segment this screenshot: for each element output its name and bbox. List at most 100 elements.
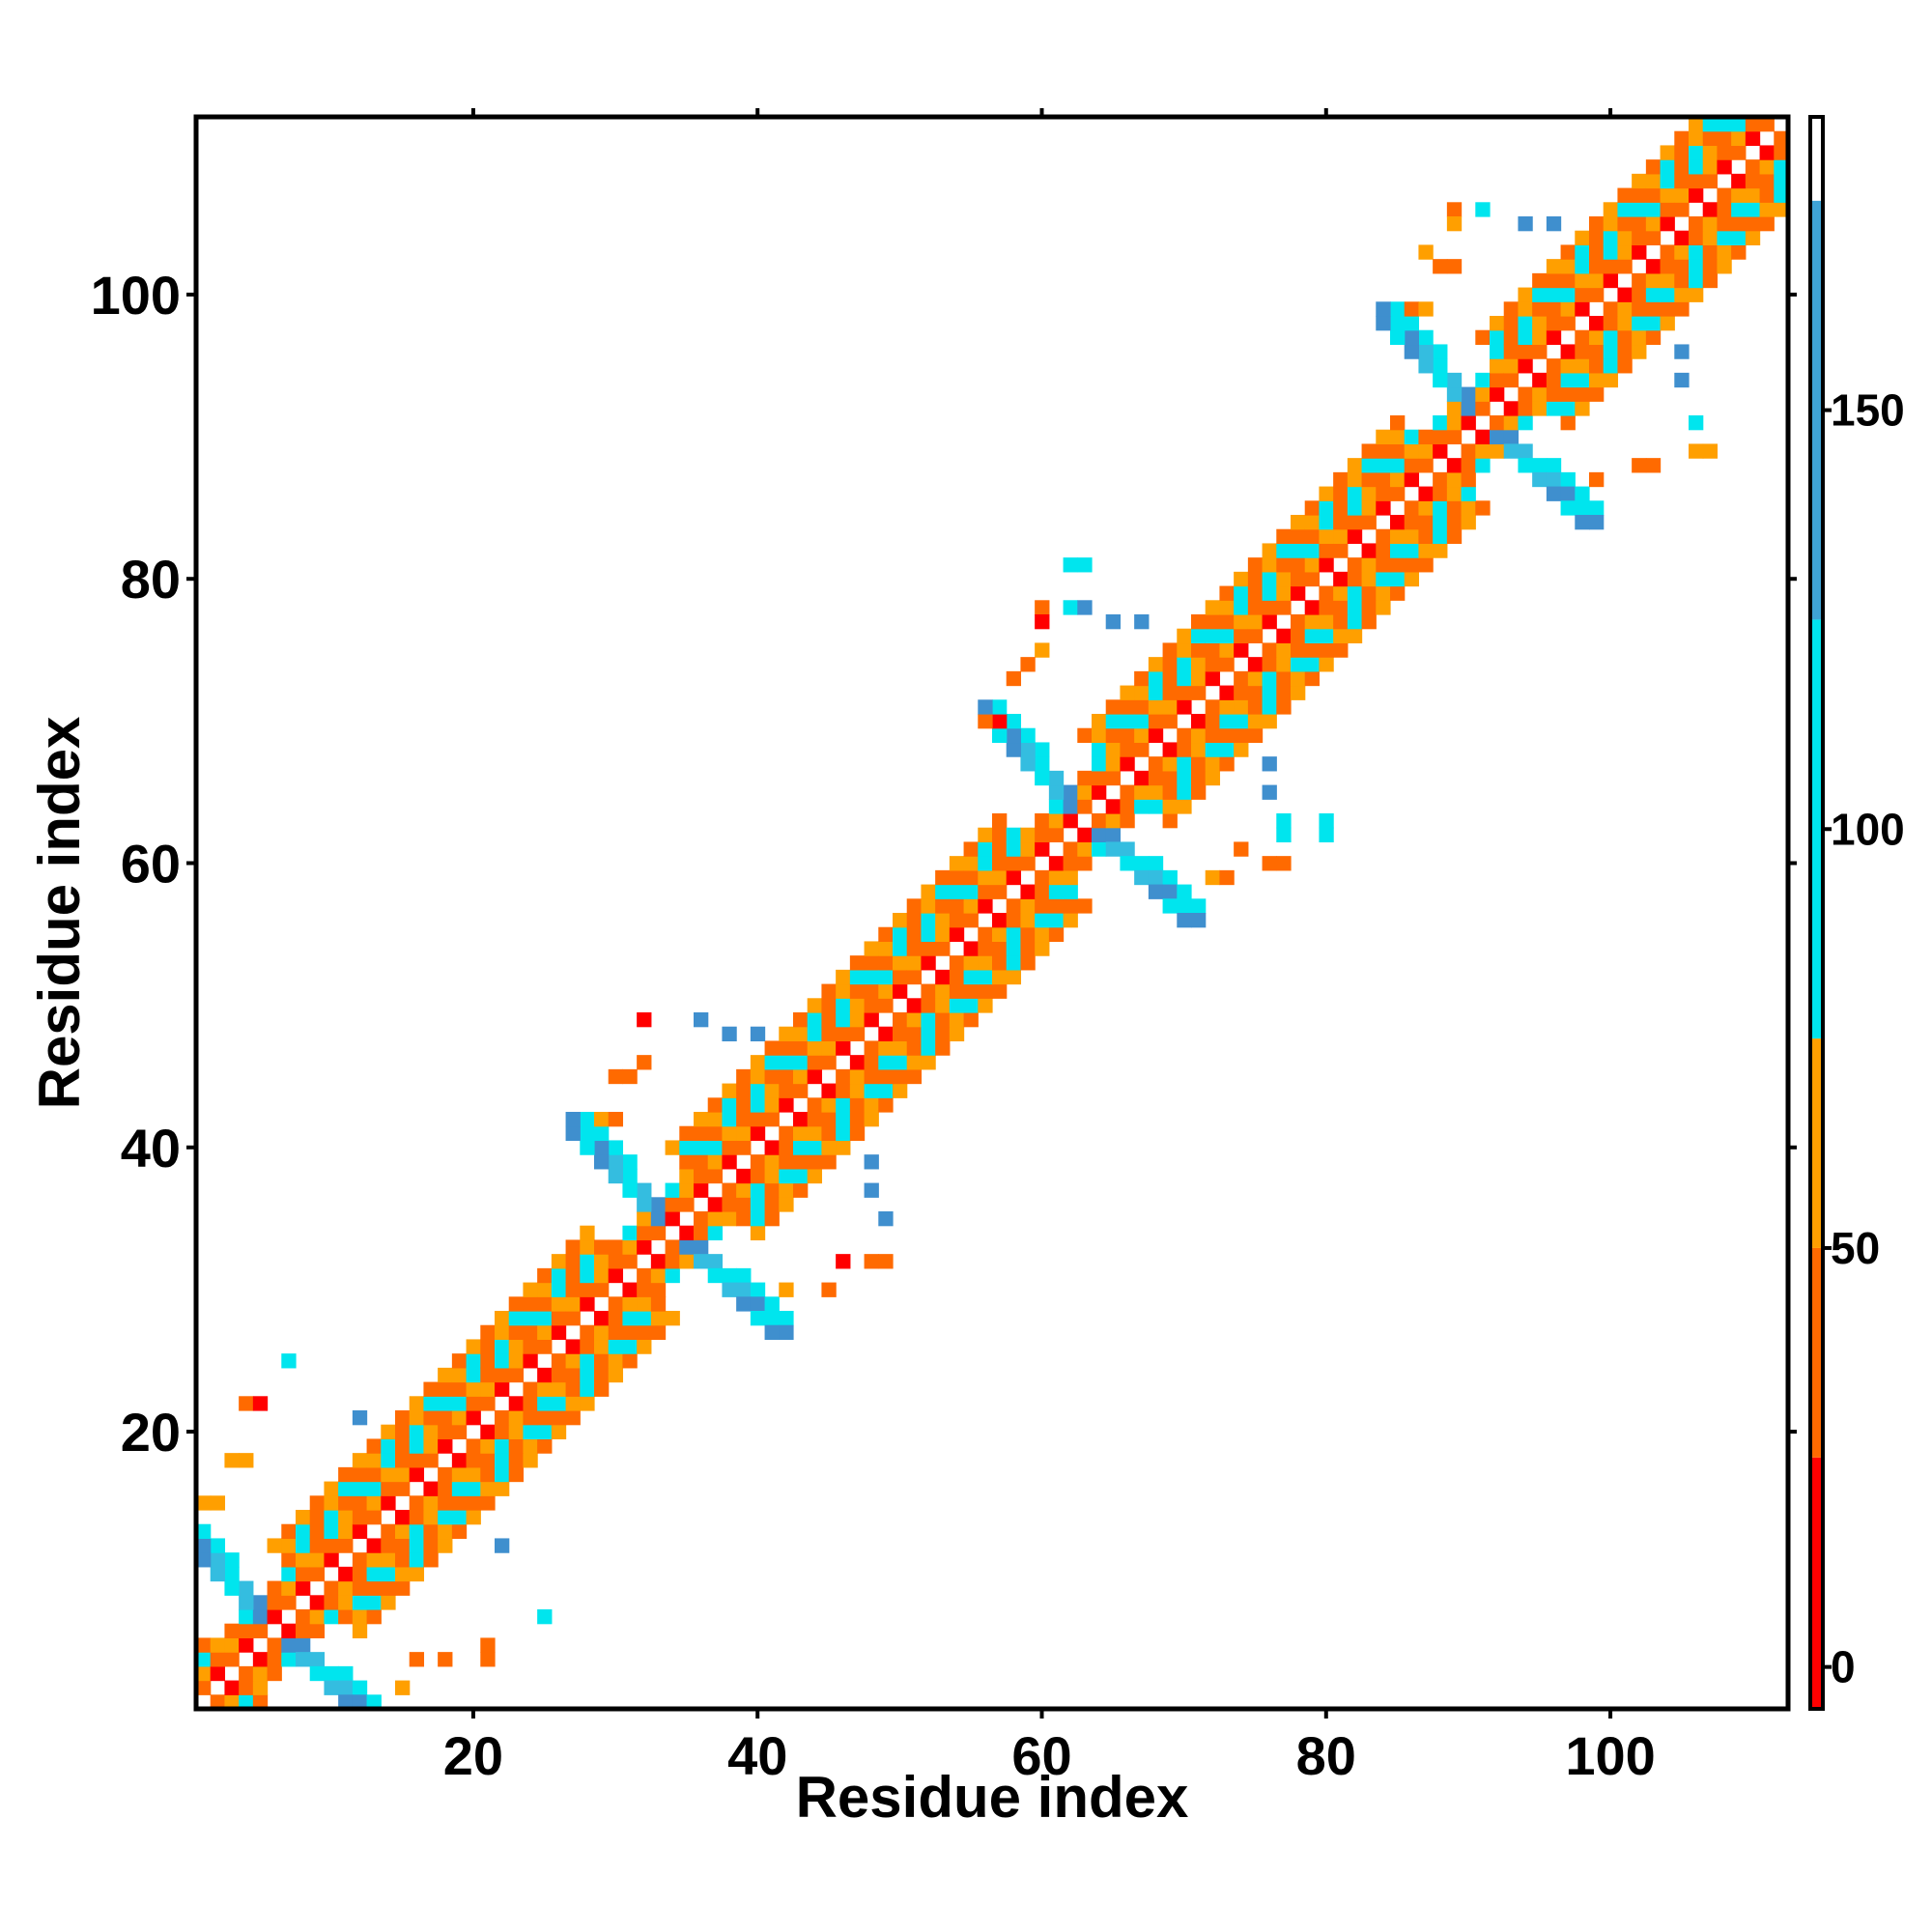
heatmap-cell <box>252 1609 269 1625</box>
heatmap-cell <box>1333 571 1349 587</box>
heatmap-cell <box>1376 301 1391 317</box>
heatmap-cell <box>580 1367 595 1383</box>
heatmap-cell <box>665 1197 680 1212</box>
heatmap-cell <box>1276 642 1292 658</box>
heatmap-cell <box>1191 714 1207 729</box>
heatmap-cell <box>551 1396 567 1411</box>
heatmap-cell <box>1105 714 1122 729</box>
heatmap-cell <box>281 1637 297 1653</box>
heatmap-cell <box>694 1254 709 1269</box>
heatmap-cell <box>722 1282 737 1297</box>
heatmap-cell <box>1105 813 1122 829</box>
heatmap-cell <box>480 1495 496 1511</box>
heatmap-cell <box>1660 145 1675 160</box>
heatmap-cell <box>1020 841 1036 857</box>
heatmap-cell <box>1774 159 1789 175</box>
heatmap-cell <box>1475 443 1491 459</box>
heatmap-cell <box>665 1211 680 1227</box>
heatmap-cell <box>906 1068 923 1085</box>
heatmap-cell <box>423 1381 439 1397</box>
heatmap-cell <box>324 1510 339 1525</box>
heatmap-cell <box>1134 799 1150 814</box>
heatmap-cell <box>707 1125 724 1142</box>
heatmap-cell <box>1645 173 1662 189</box>
heatmap-cell <box>893 983 908 999</box>
heatmap-cell <box>537 1296 553 1312</box>
heatmap-cell <box>1048 869 1065 886</box>
heatmap-cell <box>779 1068 794 1085</box>
heatmap-cell <box>821 1154 837 1170</box>
heatmap-cell <box>949 898 965 914</box>
heatmap-cell <box>849 998 866 1013</box>
heatmap-cell <box>1120 784 1135 800</box>
heatmap-cell <box>821 1282 837 1297</box>
heatmap-cell <box>963 841 979 857</box>
heatmap-cell <box>694 1112 709 1127</box>
heatmap-cell <box>366 1510 382 1525</box>
heatmap-cell <box>906 955 923 971</box>
heatmap-cell <box>622 1353 638 1369</box>
heatmap-cell <box>637 1211 652 1227</box>
heatmap-cell <box>1575 372 1590 388</box>
heatmap-cell <box>978 714 993 729</box>
heatmap-cell <box>1361 543 1377 558</box>
heatmap-cell <box>466 1410 481 1426</box>
heatmap-cell <box>1262 657 1277 672</box>
y-tick-label: 40 <box>121 1118 181 1179</box>
heatmap-cell <box>836 998 851 1013</box>
heatmap-cell <box>409 1552 425 1568</box>
heatmap-cell <box>480 1367 496 1383</box>
heatmap-cell <box>1674 159 1690 175</box>
heatmap-cell <box>1247 600 1264 615</box>
heatmap-cell <box>1006 869 1022 886</box>
heatmap-cell <box>637 1182 652 1198</box>
heatmap-cell <box>196 1552 212 1568</box>
heatmap-cell <box>1560 415 1576 431</box>
heatmap-cell <box>1702 130 1719 147</box>
heatmap-cell <box>1177 670 1192 687</box>
heatmap-cell <box>239 1694 254 1710</box>
heatmap-cell <box>239 1396 254 1411</box>
heatmap-cell <box>1361 571 1377 587</box>
heatmap-cell <box>580 1353 595 1369</box>
heatmap-cell <box>1120 685 1135 700</box>
heatmap-cell <box>366 1538 382 1553</box>
heatmap-cell <box>296 1523 311 1540</box>
heatmap-cell <box>1347 614 1363 630</box>
heatmap-cell <box>1291 685 1306 700</box>
heatmap-cell <box>1191 756 1207 772</box>
x-axis-ticks: 20 40 60 80 100 <box>443 108 1656 1786</box>
heatmap-cell <box>1319 557 1334 573</box>
heatmap-cell <box>395 1453 411 1468</box>
heatmap-cell <box>864 1055 879 1070</box>
heatmap-cell <box>1546 316 1562 331</box>
heatmap-cell <box>423 1552 439 1568</box>
heatmap-cell <box>978 955 993 971</box>
heatmap-cell <box>1503 443 1520 459</box>
heatmap-cell <box>1304 628 1321 644</box>
heatmap-cell <box>309 1523 326 1540</box>
heatmap-cell <box>1660 187 1675 203</box>
heatmap-cell <box>707 1097 724 1113</box>
heatmap-cell <box>864 1083 879 1098</box>
heatmap-cell <box>1546 386 1562 402</box>
heatmap-cell <box>793 1083 809 1098</box>
heatmap-cell <box>580 1267 595 1284</box>
heatmap-cell <box>1120 742 1135 757</box>
heatmap-cell <box>1503 301 1520 317</box>
heatmap-cell <box>1291 670 1306 687</box>
heatmap-cell <box>608 1140 624 1155</box>
heatmap-cell <box>836 1040 851 1056</box>
heatmap-cell <box>1433 429 1448 445</box>
heatmap-cell <box>992 941 1008 956</box>
heatmap-cell <box>1048 884 1065 899</box>
heatmap-cell <box>366 1609 382 1625</box>
heatmap-cell <box>1645 230 1662 246</box>
heatmap-cell <box>1120 841 1135 857</box>
heatmap-cell <box>1347 628 1363 644</box>
heatmap-cell <box>438 1466 453 1483</box>
heatmap-cell <box>1219 869 1235 886</box>
heatmap-cell <box>1105 699 1122 715</box>
heatmap-cell <box>565 1410 581 1426</box>
heatmap-cell <box>764 1197 780 1212</box>
